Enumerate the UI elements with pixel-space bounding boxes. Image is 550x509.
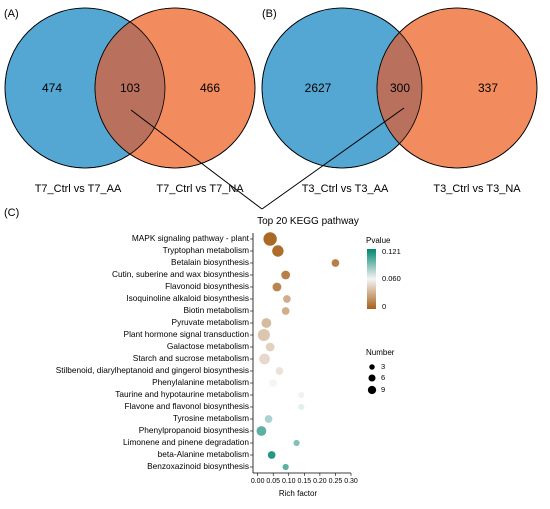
number-legend-label-3: 3 (381, 362, 385, 371)
connector-line-b (261, 107, 405, 210)
y-tick-label: Limonene and pinene degradation (123, 437, 249, 447)
data-point (257, 328, 270, 342)
data-point (264, 415, 273, 423)
x-tick-label: 0.15 (298, 478, 312, 485)
y-tick-label: Flavone and flavonol biosynthesis (124, 401, 249, 411)
pvalue-legend-label-high: 0.121 (382, 247, 401, 256)
x-tick-label: 0.00 (251, 478, 265, 485)
number-legend-title: Number (366, 348, 395, 357)
x-axis-label: Rich factor (279, 489, 318, 498)
data-point (282, 463, 289, 471)
data-point (256, 426, 267, 436)
y-tick-label: Flavonoid biosynthesis (165, 281, 249, 291)
y-tick-label: Benzoxazinoid biosynthesis (147, 461, 249, 471)
panel-label-b: (B) (262, 8, 277, 20)
venn-b-right-count: 337 (478, 81, 498, 95)
pvalue-legend: Pvalue 0.121 0.060 0 (366, 236, 401, 311)
venn-a-right-label: T7_Ctrl vs T7_NA (156, 183, 244, 195)
number-legend-label-6: 6 (381, 373, 385, 382)
x-tick-label: 0.10 (282, 478, 296, 485)
venn-a-left-count: 474 (42, 81, 62, 95)
number-legend-dot (369, 364, 375, 370)
data-point (331, 259, 340, 267)
y-tick-label: beta-Alanine metabolism (158, 449, 249, 459)
pvalue-legend-label-mid: 0.060 (382, 274, 401, 283)
y-tick-label: Plant hormone signal transduction (124, 329, 250, 339)
data-point (281, 270, 291, 280)
data-point (275, 367, 284, 375)
number-legend-dot (368, 374, 376, 382)
bubble-chart: MAPK signaling pathway - plant Tryptophan… (56, 232, 358, 485)
venn-a-right-count: 466 (200, 81, 220, 95)
chart-title: Top 20 KEGG pathway (257, 216, 359, 227)
venn-a-left-label: T7_Ctrl vs T7_AA (35, 183, 122, 195)
number-legend-label-9: 9 (381, 385, 385, 394)
y-tick-label: Pyruvate metabolism (172, 317, 250, 327)
data-point (272, 282, 282, 292)
y-tick-label: Isoquinoline alkaloid biosynthesis (126, 293, 249, 303)
y-tick-label: Stilbenoid, diarylheptanoid and gingerol… (56, 365, 249, 375)
connector-line-a (130, 109, 263, 210)
data-point (272, 245, 284, 257)
venn-a-overlap-count: 103 (120, 81, 140, 95)
venn-a: 474 103 466 T7_Ctrl vs T7_AA T7_Ctrl vs … (4, 7, 256, 195)
y-tick-label: Starch and sucrose metabolism (133, 353, 249, 363)
y-tick-label: Taurine and hypotaurine metabolism (115, 389, 249, 399)
y-tick-label: Phenylalanine metabolism (152, 377, 249, 387)
venn-b-overlap-count: 300 (390, 81, 410, 95)
venn-b-left-label: T3_Ctrl vs T3_AA (302, 183, 389, 195)
number-legend: Number 3 6 9 (366, 348, 395, 395)
y-tick-label: Phenylpropanoid biosynthesis (139, 425, 249, 435)
data-point (298, 403, 305, 411)
pvalue-colorbar (367, 249, 376, 309)
data-point (298, 391, 305, 399)
venn-b-right-label: T3_Ctrl vs T3_NA (433, 183, 521, 195)
data-point (293, 439, 300, 447)
data-point (259, 353, 270, 365)
data-point (267, 451, 276, 459)
data-point (269, 379, 278, 387)
y-tick-label: MAPK signaling pathway - plant (132, 233, 250, 243)
x-tick-label: 0.25 (329, 478, 343, 485)
y-tick-label: Galactose metabolism (167, 341, 249, 351)
y-tick-label: Biotin metabolism (184, 305, 250, 315)
data-point (263, 232, 277, 246)
panel-label-c: (C) (4, 207, 19, 219)
pvalue-legend-label-low: 0 (382, 302, 386, 311)
venn-b-left-count: 2627 (305, 81, 332, 95)
data-point (281, 307, 290, 315)
number-legend-dot (367, 385, 377, 395)
x-tick-label: 0.20 (313, 478, 327, 485)
y-tick-label: Tyrosine metabolism (173, 413, 249, 423)
y-tick-label: Cutin, suberine and wax biosynthesis (112, 269, 249, 279)
venn-a-overlap (95, 8, 165, 168)
pvalue-legend-title: Pvalue (366, 236, 391, 245)
venn-b: 2627 300 337 T3_Ctrl vs T3_AA T3_Ctrl vs… (261, 7, 538, 195)
y-tick-label: Tryptophan metabolism (163, 245, 249, 255)
x-tick-label: 0.30 (344, 478, 358, 485)
data-point (265, 342, 275, 352)
panel-label-a: (A) (4, 8, 19, 20)
x-tick-label: 0.05 (266, 478, 280, 485)
y-tick-label: Betalain biosynthesis (171, 257, 249, 267)
data-point (283, 295, 291, 303)
data-point (261, 318, 272, 328)
